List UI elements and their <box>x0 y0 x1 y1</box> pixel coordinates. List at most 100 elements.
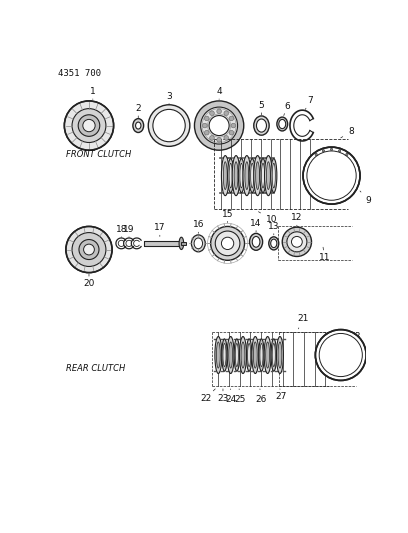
Ellipse shape <box>179 237 184 249</box>
Text: FRONT CLUTCH: FRONT CLUTCH <box>66 150 131 159</box>
Text: 21: 21 <box>297 313 309 329</box>
Circle shape <box>209 116 229 135</box>
Text: 17: 17 <box>154 223 166 237</box>
Circle shape <box>202 123 207 128</box>
Ellipse shape <box>240 163 243 188</box>
Circle shape <box>231 123 236 128</box>
Circle shape <box>339 150 341 152</box>
Ellipse shape <box>264 336 271 374</box>
Ellipse shape <box>249 159 255 192</box>
Ellipse shape <box>269 237 279 250</box>
Ellipse shape <box>262 163 264 188</box>
Ellipse shape <box>227 336 234 374</box>
Ellipse shape <box>223 161 227 189</box>
Ellipse shape <box>256 161 259 189</box>
Ellipse shape <box>239 336 246 374</box>
Circle shape <box>287 232 307 252</box>
Ellipse shape <box>234 339 239 371</box>
Circle shape <box>222 237 234 249</box>
Text: 4: 4 <box>216 87 222 99</box>
Ellipse shape <box>272 343 275 367</box>
Text: 27: 27 <box>276 389 287 401</box>
Circle shape <box>72 232 106 266</box>
Circle shape <box>229 131 234 135</box>
Circle shape <box>282 227 312 256</box>
Ellipse shape <box>257 119 266 132</box>
Text: 16: 16 <box>193 220 204 233</box>
Circle shape <box>79 239 99 260</box>
Circle shape <box>303 147 360 204</box>
Circle shape <box>204 131 209 135</box>
Ellipse shape <box>279 119 286 128</box>
Text: 6: 6 <box>284 102 290 116</box>
Circle shape <box>211 227 244 260</box>
Ellipse shape <box>235 343 238 367</box>
Ellipse shape <box>234 161 238 189</box>
Ellipse shape <box>259 339 264 371</box>
Circle shape <box>229 116 234 121</box>
Text: 14: 14 <box>251 219 262 232</box>
Circle shape <box>217 109 222 114</box>
Text: 3: 3 <box>166 92 172 104</box>
Text: 20: 20 <box>83 274 95 288</box>
Ellipse shape <box>194 238 202 249</box>
Circle shape <box>148 105 190 147</box>
Text: 22: 22 <box>200 389 215 402</box>
Ellipse shape <box>251 163 254 188</box>
Text: 4351 700: 4351 700 <box>58 69 101 78</box>
Circle shape <box>201 107 237 144</box>
Ellipse shape <box>253 342 257 368</box>
Circle shape <box>64 101 113 150</box>
Ellipse shape <box>135 122 141 129</box>
Text: 18: 18 <box>115 225 127 237</box>
Text: REAR CLUTCH: REAR CLUTCH <box>66 364 125 373</box>
Circle shape <box>210 135 214 140</box>
Circle shape <box>204 116 209 121</box>
Circle shape <box>153 109 185 142</box>
Text: 28: 28 <box>346 332 360 341</box>
Ellipse shape <box>278 342 282 368</box>
Circle shape <box>215 231 240 256</box>
Text: 9: 9 <box>360 191 371 205</box>
Text: 26: 26 <box>256 389 267 404</box>
Ellipse shape <box>277 117 288 131</box>
Ellipse shape <box>260 343 263 367</box>
Circle shape <box>83 119 95 132</box>
Text: 23: 23 <box>217 389 228 402</box>
Text: 25: 25 <box>234 389 246 404</box>
Ellipse shape <box>223 343 226 367</box>
Circle shape <box>330 148 333 151</box>
Ellipse shape <box>222 339 227 371</box>
Text: 5: 5 <box>259 101 264 115</box>
Ellipse shape <box>272 163 275 188</box>
Ellipse shape <box>254 116 269 135</box>
Ellipse shape <box>229 163 232 188</box>
Ellipse shape <box>229 342 233 368</box>
Bar <box>182 242 186 245</box>
Circle shape <box>346 154 348 156</box>
Text: 1: 1 <box>90 87 96 99</box>
Ellipse shape <box>243 156 251 196</box>
Ellipse shape <box>271 339 277 371</box>
Ellipse shape <box>250 233 263 251</box>
Circle shape <box>84 244 94 255</box>
Ellipse shape <box>238 159 244 192</box>
Ellipse shape <box>277 336 284 374</box>
Ellipse shape <box>271 239 277 248</box>
Text: 10: 10 <box>258 212 277 224</box>
Ellipse shape <box>264 156 272 196</box>
Text: 11: 11 <box>319 247 330 262</box>
Text: 12: 12 <box>291 213 303 227</box>
Ellipse shape <box>241 342 245 368</box>
Circle shape <box>315 154 317 156</box>
Ellipse shape <box>248 343 251 367</box>
Ellipse shape <box>222 156 229 196</box>
Ellipse shape <box>254 156 262 196</box>
Ellipse shape <box>252 237 260 247</box>
Text: 15: 15 <box>222 209 233 223</box>
Ellipse shape <box>228 159 234 192</box>
Circle shape <box>224 111 228 116</box>
Circle shape <box>217 138 222 142</box>
Ellipse shape <box>260 159 266 192</box>
Ellipse shape <box>216 342 220 368</box>
